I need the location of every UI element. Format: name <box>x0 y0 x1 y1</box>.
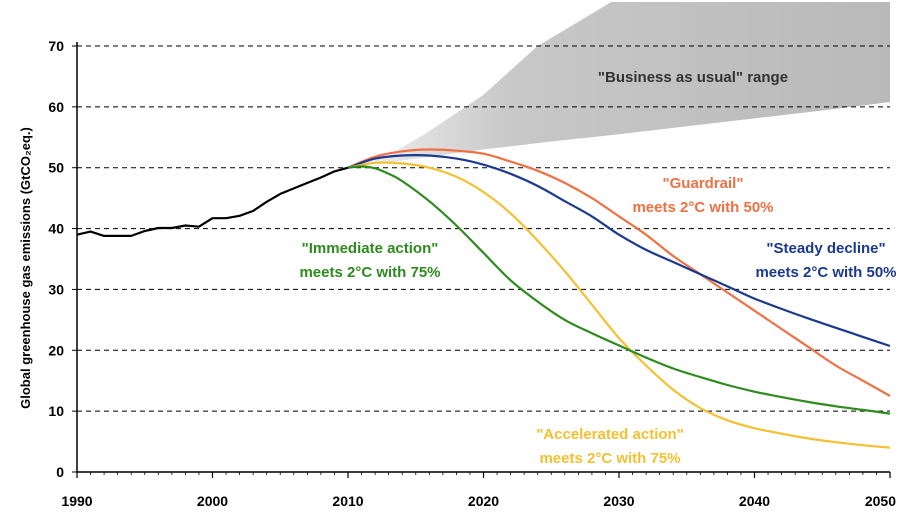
series-layer <box>76 148 891 449</box>
x-tick-label: 2000 <box>197 493 228 509</box>
accelerated-action-label-line-2: meets 2°C with 75% <box>539 450 680 467</box>
x-tick-label: 2030 <box>603 493 634 509</box>
y-tick-label: 0 <box>56 464 64 480</box>
immediate-action-line <box>347 165 891 415</box>
guardrail-line <box>347 148 891 397</box>
immediate-action-label-line-2: meets 2°C with 75% <box>299 264 440 281</box>
y-tick-label: 10 <box>48 403 64 419</box>
business-as-usual-label: "Business as usual" range <box>598 69 788 86</box>
guardrail-label-line-2: meets 2°C with 50% <box>632 199 773 216</box>
y-tick-label: 30 <box>48 281 64 297</box>
steady-decline-label-line-1: "Steady decline" <box>766 240 885 257</box>
steady-decline-line <box>347 154 891 348</box>
y-axis-label: Global greenhouse gas emissions (GtCO₂eq… <box>18 127 33 409</box>
x-tick-label: 2050 <box>865 493 896 509</box>
y-tick-label: 50 <box>48 160 64 176</box>
y-tick-label: 70 <box>48 38 64 54</box>
x-tick-label: 2010 <box>332 493 363 509</box>
y-tick-label: 40 <box>48 221 64 237</box>
y-tick-label: 60 <box>48 99 64 115</box>
immediate-action-label-line-1: "Immediate action" <box>302 240 439 257</box>
label-layer: "Guardrail" meets 2°C with 50% "Steady dec… <box>299 69 896 467</box>
y-tick-label: 20 <box>48 342 64 358</box>
business-as-usual-band <box>348 2 890 168</box>
accelerated-action-line <box>347 161 891 449</box>
grid-layer <box>77 45 890 412</box>
historical-line <box>76 166 349 237</box>
x-tick-label: 2020 <box>468 493 499 509</box>
accelerated-action-label-line-1: "Accelerated action" <box>536 426 684 443</box>
guardrail-label-line-1: "Guardrail" <box>663 175 744 192</box>
range-layer <box>348 2 890 168</box>
steady-decline-label-line-2: meets 2°C with 50% <box>755 264 896 281</box>
x-tick-label: 2040 <box>739 493 770 509</box>
x-tick-label: 1990 <box>61 493 92 509</box>
